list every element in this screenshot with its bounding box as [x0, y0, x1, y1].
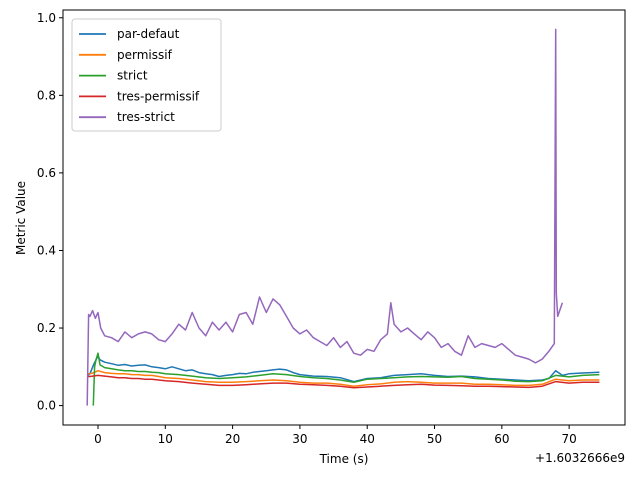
legend-box — [71, 18, 222, 132]
y-tick-label: 0.4 — [37, 243, 56, 257]
series-line-tres-permissif — [87, 374, 600, 389]
x-tick-label: 30 — [292, 432, 307, 446]
x-tick-label: 20 — [225, 432, 240, 446]
x-tick-label: 0 — [94, 432, 102, 446]
y-tick-label: 0.0 — [37, 399, 56, 413]
y-axis-label: Metric Value — [14, 181, 28, 255]
legend-label: permissif — [117, 48, 173, 62]
legend: par-defaut permissif strict tres-permissif t… — [71, 18, 222, 132]
legend-label: par-defaut — [117, 27, 180, 41]
series-line-strict — [92, 352, 600, 406]
x-axis: 0 10 20 30 40 50 60 70 — [94, 425, 577, 446]
y-tick-label: 0.6 — [37, 166, 56, 180]
series-line-permissif — [87, 369, 600, 387]
x-tick-label: 10 — [158, 432, 173, 446]
x-tick-label: 60 — [494, 432, 509, 446]
x-offset-label: +1.6032666e9 — [535, 451, 625, 465]
y-tick-label: 0.2 — [37, 321, 56, 335]
axes-frame — [62, 9, 626, 426]
y-tick-label: 1.0 — [37, 11, 56, 25]
legend-label: tres-strict — [117, 110, 175, 124]
x-tick-label: 50 — [427, 432, 442, 446]
series-line-tres-strict — [86, 28, 564, 406]
x-axis-label: Time (s) — [319, 452, 369, 466]
legend-label: strict — [117, 69, 148, 83]
x-tick-label: 40 — [360, 432, 375, 446]
y-tick-label: 0.8 — [37, 88, 56, 102]
x-tick-label: 70 — [561, 432, 576, 446]
series-layer — [86, 28, 600, 406]
legend-label: tres-permissif — [117, 89, 200, 103]
y-axis: 0.0 0.2 0.4 0.6 0.8 1.0 — [37, 11, 63, 413]
